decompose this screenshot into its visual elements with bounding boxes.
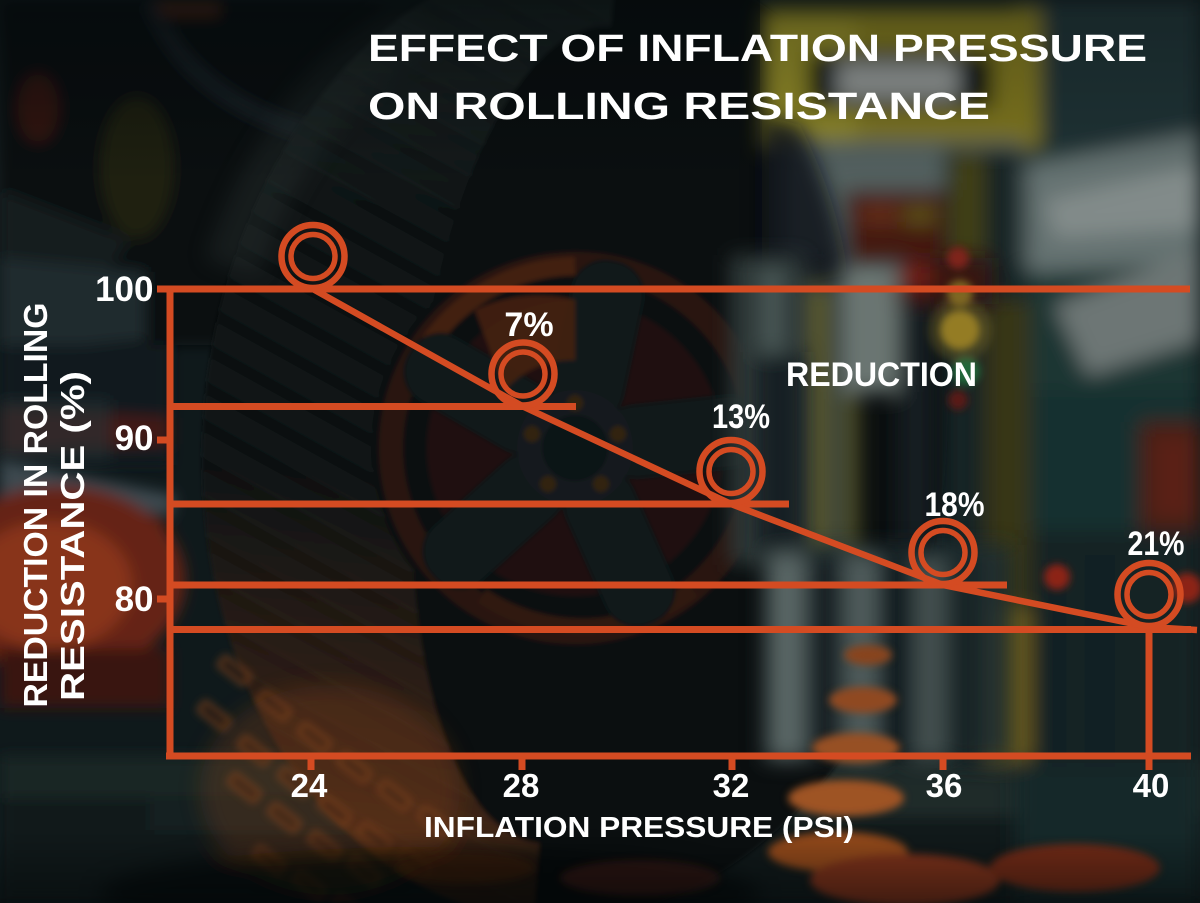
svg-text:18%: 18% xyxy=(925,486,985,524)
svg-text:EFFECT OF INFLATION PRESSURE: EFFECT OF INFLATION PRESSURE xyxy=(368,28,1147,70)
svg-text:36: 36 xyxy=(926,767,963,804)
svg-text:REDUCTION IN ROLLING: REDUCTION IN ROLLING xyxy=(17,303,54,708)
svg-text:40: 40 xyxy=(1133,767,1170,804)
svg-text:ON ROLLING RESISTANCE: ON ROLLING RESISTANCE xyxy=(368,86,990,128)
svg-text:100: 100 xyxy=(95,270,153,309)
svg-text:28: 28 xyxy=(503,767,540,804)
svg-text:7%: 7% xyxy=(504,306,553,344)
svg-text:24: 24 xyxy=(291,767,328,804)
svg-text:REDUCTION: REDUCTION xyxy=(786,356,977,394)
svg-text:INFLATION PRESSURE (PSI): INFLATION PRESSURE (PSI) xyxy=(424,812,854,844)
svg-text:32: 32 xyxy=(713,767,750,804)
svg-text:13%: 13% xyxy=(712,398,770,436)
svg-text:80: 80 xyxy=(115,580,154,619)
svg-text:90: 90 xyxy=(115,419,154,458)
svg-text:21%: 21% xyxy=(1128,525,1185,563)
svg-text:RESISTANCE (%): RESISTANCE (%) xyxy=(54,371,91,701)
